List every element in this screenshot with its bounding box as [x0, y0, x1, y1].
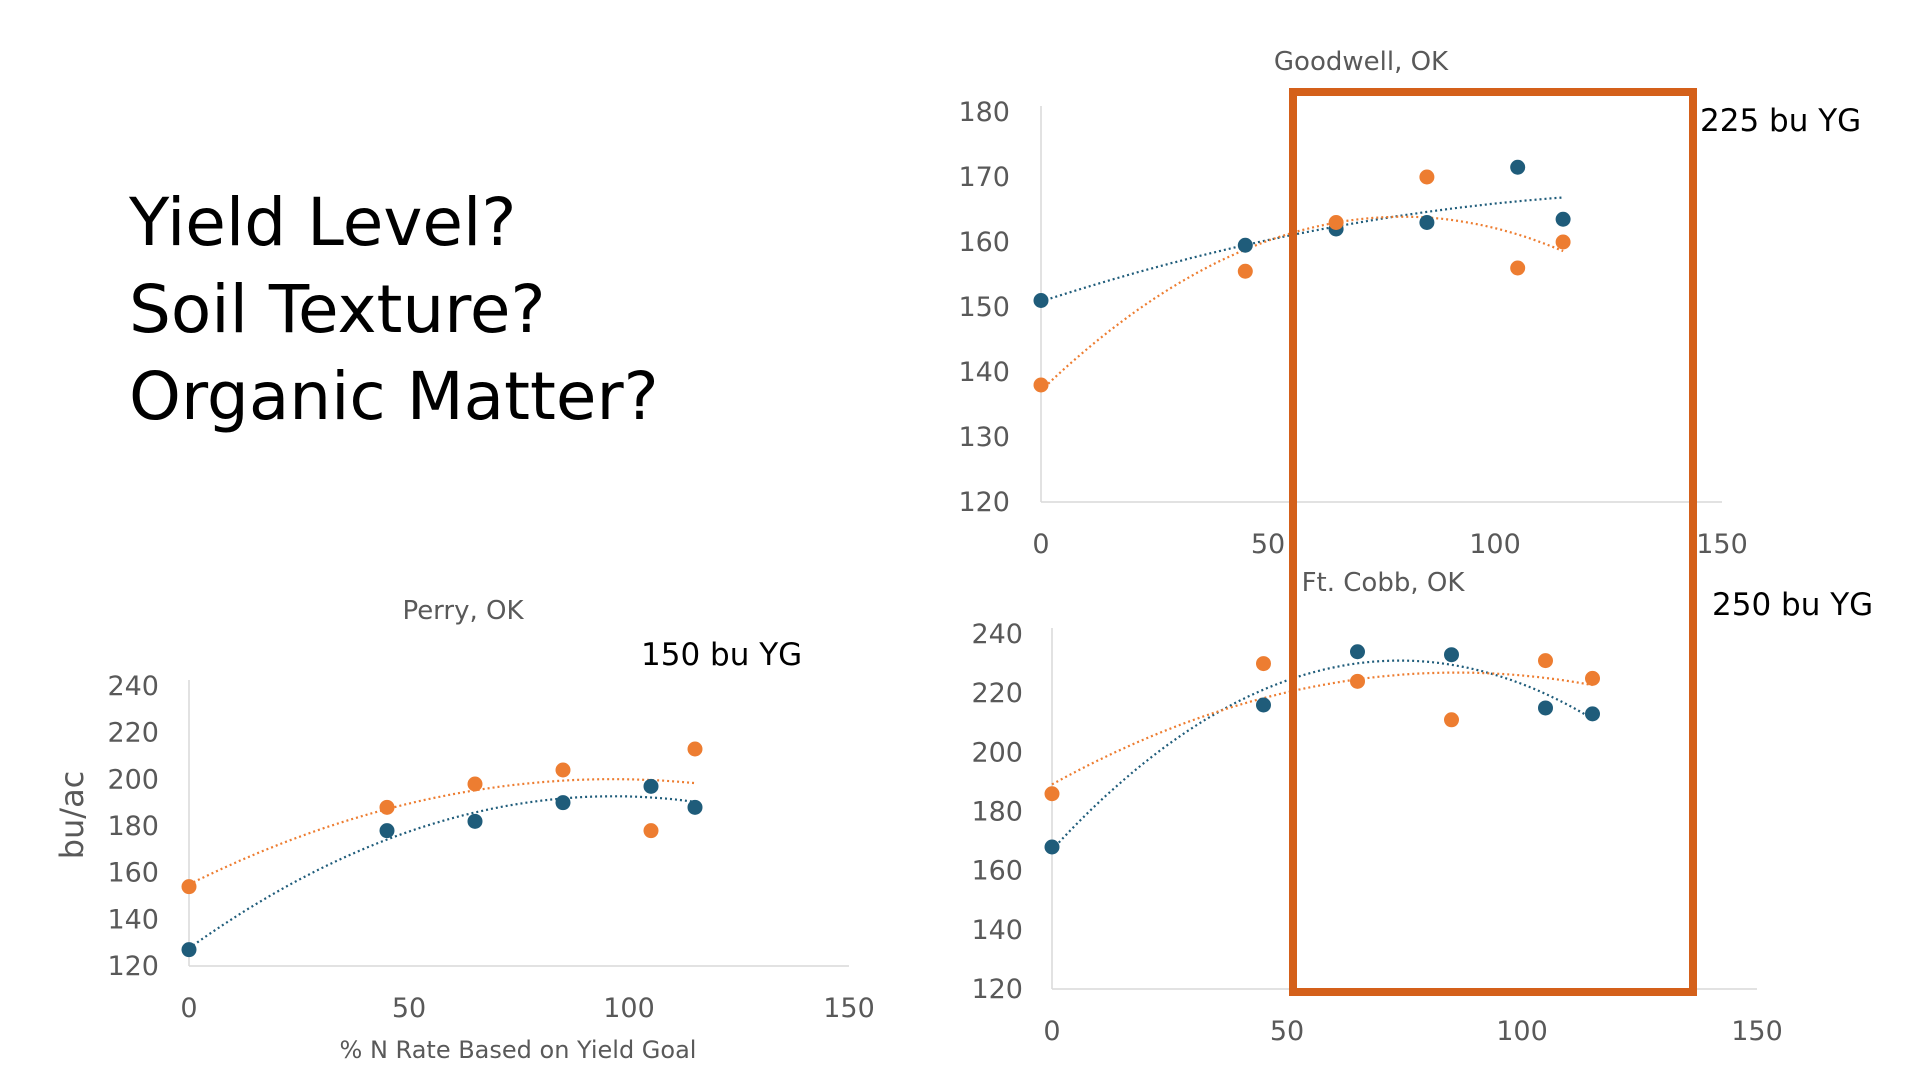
x-tick-label: 0 [180, 993, 197, 1024]
data-point-blue [555, 795, 571, 811]
x-tick-label: 150 [1731, 1016, 1783, 1047]
chart-title: Ft. Cobb, OK [1302, 568, 1466, 598]
y-tick-label: 220 [971, 678, 1023, 709]
data-point-blue [467, 813, 483, 829]
x-tick-label: 150 [823, 993, 875, 1024]
x-tick-label: 50 [392, 993, 426, 1024]
x-tick-label: 50 [1270, 1016, 1304, 1047]
data-point-blue [1444, 647, 1459, 663]
trendline-blue [1040, 196, 1564, 303]
y-tick-label: 240 [107, 671, 159, 702]
x-tick-label: 100 [1469, 529, 1521, 560]
data-point-blue [181, 942, 197, 958]
x-tick-label: 100 [603, 993, 655, 1024]
x-axis-title: % N Rate Based on Yield Goal [340, 1036, 697, 1064]
y-tick-label: 240 [971, 619, 1023, 650]
data-point-blue [1256, 697, 1271, 713]
y-tick-label: 170 [958, 162, 1010, 193]
y-tick-label: 160 [971, 856, 1023, 887]
data-point-blue [643, 778, 659, 794]
y-tick-label: 180 [107, 811, 159, 842]
data-point-orange [555, 762, 571, 778]
x-tick-label: 0 [1032, 529, 1049, 560]
y-tick-label: 140 [971, 915, 1023, 946]
data-point-orange [1350, 673, 1365, 689]
x-tick-label: 50 [1251, 529, 1285, 560]
data-point-orange [1256, 656, 1271, 672]
question-yield-level: Yield Level? [129, 184, 517, 261]
data-point-blue [1033, 293, 1049, 308]
data-point-orange [1044, 786, 1060, 802]
y-tick-label: 150 [958, 292, 1010, 323]
data-point-blue [1538, 700, 1553, 716]
data-point-orange [1555, 234, 1571, 250]
x-tick-label: 0 [1043, 1016, 1060, 1047]
trendline-blue [188, 795, 696, 950]
data-point-orange [467, 776, 483, 792]
y-tick-label: 120 [107, 951, 159, 982]
data-point-orange [687, 741, 703, 757]
data-point-orange [1510, 260, 1526, 276]
yield-goal-label: 225 bu YG [1700, 103, 1861, 139]
chart-0: Goodwell, OK 225 bu YG 120 130 140 150 160 170 1… [958, 47, 1861, 560]
data-point-orange [1419, 169, 1435, 185]
trendline-blue [1051, 659, 1594, 851]
data-point-blue [1585, 706, 1600, 722]
data-point-orange [1538, 653, 1553, 669]
x-tick-label: 150 [1696, 529, 1748, 560]
data-point-blue [1555, 211, 1571, 227]
question-soil-texture: Soil Texture? [129, 271, 546, 348]
y-tick-label: 180 [971, 797, 1023, 828]
y-axis-title: bu/ac [53, 771, 91, 860]
data-point-orange [1444, 712, 1459, 728]
data-point-orange [379, 799, 395, 815]
y-tick-label: 220 [107, 718, 159, 749]
data-point-orange [181, 879, 197, 895]
chart-title: Goodwell, OK [1274, 47, 1449, 77]
y-tick-label: 160 [107, 858, 159, 889]
data-point-blue [379, 823, 395, 839]
chart-1: Perry, OK 150 bu YG 120 140 160 180 200 220 240 0… [53, 596, 875, 1064]
question-organic-matter: Organic Matter? [129, 358, 659, 435]
yield-goal-label: 250 bu YG [1712, 587, 1873, 623]
yield-goal-label: 150 bu YG [641, 637, 802, 673]
y-tick-label: 130 [958, 422, 1010, 453]
y-tick-label: 140 [107, 904, 159, 935]
chart-2: Ft. Cobb, OK 250 bu YG 120 140 160 180 200 220 2… [971, 568, 1873, 1047]
data-point-orange [1585, 670, 1600, 686]
y-tick-label: 120 [958, 487, 1010, 518]
trendline-orange [1051, 671, 1593, 786]
y-tick-label: 140 [958, 357, 1010, 388]
data-point-orange [1033, 377, 1049, 393]
y-tick-label: 160 [958, 227, 1010, 258]
y-tick-label: 200 [107, 764, 159, 795]
data-point-orange [1237, 263, 1253, 279]
data-point-orange [643, 823, 659, 839]
trendline-orange [188, 778, 696, 886]
y-tick-label: 120 [971, 974, 1023, 1005]
y-tick-label: 200 [971, 737, 1023, 768]
highlight-box [1289, 88, 1697, 996]
data-point-orange [1328, 215, 1344, 230]
data-point-blue [1419, 215, 1435, 230]
chart-title: Perry, OK [402, 596, 524, 626]
data-point-blue [1350, 644, 1365, 660]
trendline-orange [1040, 215, 1564, 392]
x-tick-label: 100 [1496, 1016, 1548, 1047]
y-tick-label: 180 [958, 97, 1010, 128]
data-point-blue [687, 799, 703, 815]
data-point-blue [1044, 839, 1060, 855]
data-point-blue [1510, 159, 1526, 175]
data-point-blue [1237, 237, 1253, 253]
